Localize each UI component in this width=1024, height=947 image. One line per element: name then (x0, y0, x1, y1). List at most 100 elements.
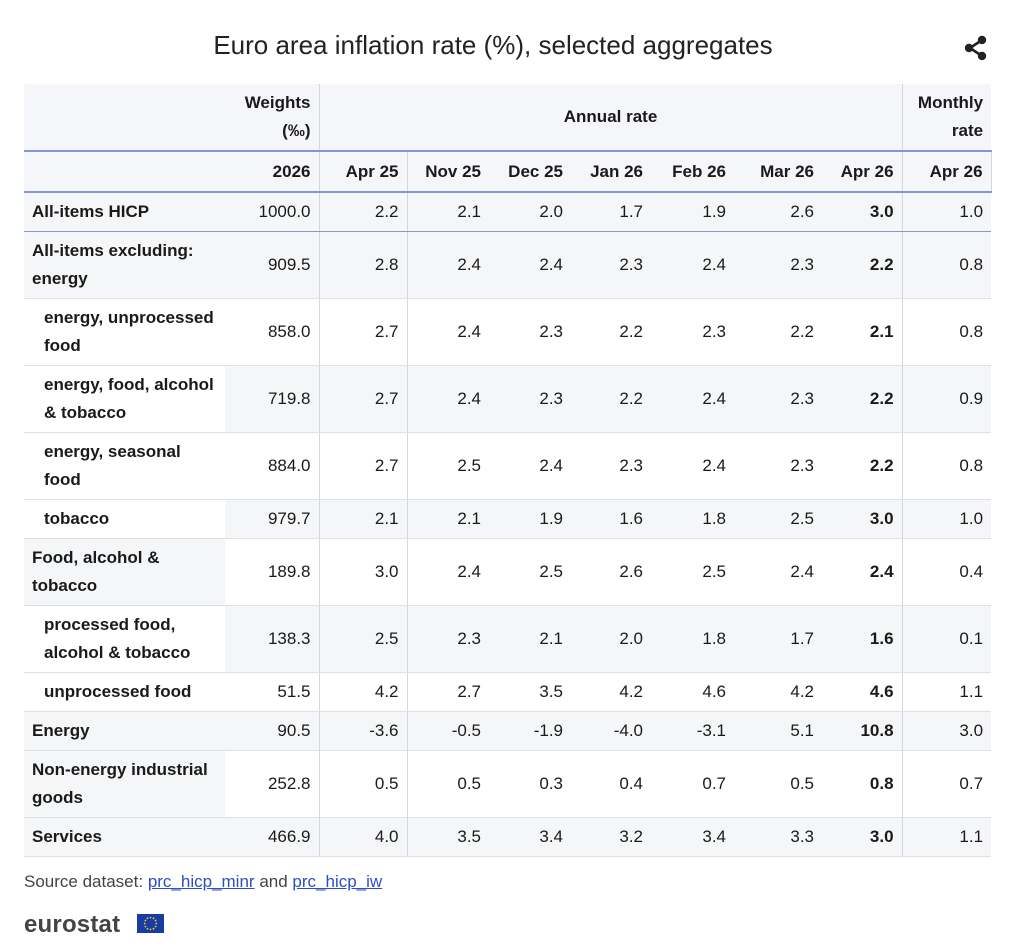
row-label: Services (24, 817, 225, 857)
cell-value: 2.1 (489, 605, 571, 673)
table-row: energy, food, alcohol & tobacco 719.8 2.7 2… (24, 365, 992, 433)
cell-value: 3.0 (902, 711, 992, 751)
cell-value: 2.2 (571, 365, 651, 433)
header-period-6: Mar 26 (734, 151, 822, 192)
header-row-groups: Weights (‰) Annual rate Monthly rate (24, 84, 992, 151)
cell-value: 2.8 (319, 231, 408, 299)
cell-value: 1.0 (902, 499, 992, 539)
cell-value: 0.8 (902, 432, 992, 500)
cell-value: -4.0 (571, 711, 651, 751)
cell-value: 138.3 (225, 605, 320, 673)
cell-value: 1.1 (902, 672, 992, 712)
source-link-prc-hicp-iw[interactable]: prc_hicp_iw (292, 872, 383, 891)
cell-value: -3.6 (319, 711, 408, 751)
cell-value: 2.4 (407, 298, 489, 366)
cell-value: 4.6 (822, 672, 903, 712)
cell-value: 2.6 (734, 192, 822, 232)
cell-value: 0.7 (902, 750, 992, 818)
table-row: All-items excluding: energy 909.5 2.8 2.4 2.… (24, 231, 992, 299)
cell-value: 2.3 (407, 605, 489, 673)
row-label: Food, alcohol & tobacco (24, 538, 225, 606)
cell-value: 2.1 (822, 298, 903, 366)
cell-value: 1000.0 (225, 192, 320, 232)
cell-value: 909.5 (225, 231, 320, 299)
table-row: Food, alcohol & tobacco 189.8 3.0 2.4 2.5 2.6… (24, 538, 992, 606)
cell-value: 2.5 (651, 538, 734, 606)
cell-value: -0.5 (407, 711, 489, 751)
cell-value: 2.4 (407, 231, 489, 299)
cell-value: 0.5 (734, 750, 822, 818)
cell-value: 2.3 (734, 231, 822, 299)
row-label: tobacco (24, 499, 225, 539)
cell-value: 0.1 (902, 605, 992, 673)
cell-value: 2.7 (319, 298, 408, 366)
table-body: All-items HICP 1000.0 2.2 2.1 2.0 1.7 1.9 2.6 3.… (24, 192, 992, 857)
cell-value: 0.4 (902, 538, 992, 606)
cell-value: 2.1 (407, 499, 489, 539)
cell-value: 2.7 (319, 365, 408, 433)
cell-value: 0.3 (489, 750, 571, 818)
row-label: All-items excluding: energy (24, 231, 225, 299)
header-monthly-rate: Monthly rate (902, 84, 992, 151)
cell-value: 2.2 (822, 365, 903, 433)
table-row: All-items HICP 1000.0 2.2 2.1 2.0 1.7 1.9 2.6 3.… (24, 192, 992, 232)
row-label: energy, unprocessed food (24, 298, 225, 366)
row-label: energy, food, alcohol & tobacco (24, 365, 225, 433)
cell-value: 3.0 (822, 499, 903, 539)
cell-value: 2.5 (489, 538, 571, 606)
cell-value: 2.1 (319, 499, 408, 539)
cell-value: 2.3 (734, 365, 822, 433)
cell-value: 0.5 (407, 750, 489, 818)
cell-value: 2.3 (489, 298, 571, 366)
cell-value: 2.2 (734, 298, 822, 366)
cell-value: 2.5 (407, 432, 489, 500)
cell-value: 2.2 (319, 192, 408, 232)
header-row-periods: 2026 Apr 25 Nov 25 Dec 25 Jan 26 Feb 26 Mar 26… (24, 151, 992, 192)
cell-value: 90.5 (225, 711, 320, 751)
row-label: All-items HICP (24, 192, 225, 232)
header-period-3: Dec 25 (489, 151, 571, 192)
cell-value: 979.7 (225, 499, 320, 539)
inflation-table: Weights (‰) Annual rate Monthly rate 202… (24, 84, 992, 857)
cell-value: 1.7 (571, 192, 651, 232)
cell-value: 2.0 (489, 192, 571, 232)
row-label: Non-energy industrial goods (24, 750, 225, 818)
cell-value: 2.4 (651, 365, 734, 433)
header-period-5: Feb 26 (651, 151, 734, 192)
cell-value: 2.0 (571, 605, 651, 673)
cell-value: 2.4 (489, 231, 571, 299)
cell-value: 10.8 (822, 711, 903, 751)
cell-value: 2.4 (822, 538, 903, 606)
table-row: tobacco 979.7 2.1 2.1 1.9 1.6 1.8 2.5 3.0 1.0 (24, 499, 992, 539)
header-weights: Weights (‰) (225, 84, 320, 151)
cell-value: 4.2 (734, 672, 822, 712)
header-period-8: Apr 26 (902, 151, 992, 192)
header-period-7: Apr 26 (822, 151, 903, 192)
cell-value: 4.2 (319, 672, 408, 712)
cell-value: 189.8 (225, 538, 320, 606)
header-empty (24, 151, 225, 192)
eu-flag-icon (137, 914, 164, 933)
table-row: Services 466.9 4.0 3.5 3.4 3.2 3.4 3.3 3.0 1.1 (24, 817, 992, 857)
cell-value: 4.2 (571, 672, 651, 712)
cell-value: 3.0 (822, 192, 903, 232)
header-annual-rate: Annual rate (319, 84, 903, 151)
cell-value: 4.0 (319, 817, 408, 857)
cell-value: 1.9 (651, 192, 734, 232)
cell-value: 719.8 (225, 365, 320, 433)
cell-value: 2.3 (734, 432, 822, 500)
cell-value: 884.0 (225, 432, 320, 500)
cell-value: 1.6 (571, 499, 651, 539)
table-row: unprocessed food 51.5 4.2 2.7 3.5 4.2 4.6 4.2 4.… (24, 672, 992, 712)
source-link-prc-hicp-minr[interactable]: prc_hicp_minr (147, 872, 255, 891)
cell-value: 0.9 (902, 365, 992, 433)
cell-value: 3.4 (651, 817, 734, 857)
share-icon[interactable] (962, 34, 990, 62)
cell-value: 3.5 (489, 672, 571, 712)
cell-value: 3.0 (822, 817, 903, 857)
cell-value: -1.9 (489, 711, 571, 751)
cell-value: 1.6 (822, 605, 903, 673)
cell-value: 1.8 (651, 499, 734, 539)
cell-value: 51.5 (225, 672, 320, 712)
header-empty (24, 84, 225, 151)
